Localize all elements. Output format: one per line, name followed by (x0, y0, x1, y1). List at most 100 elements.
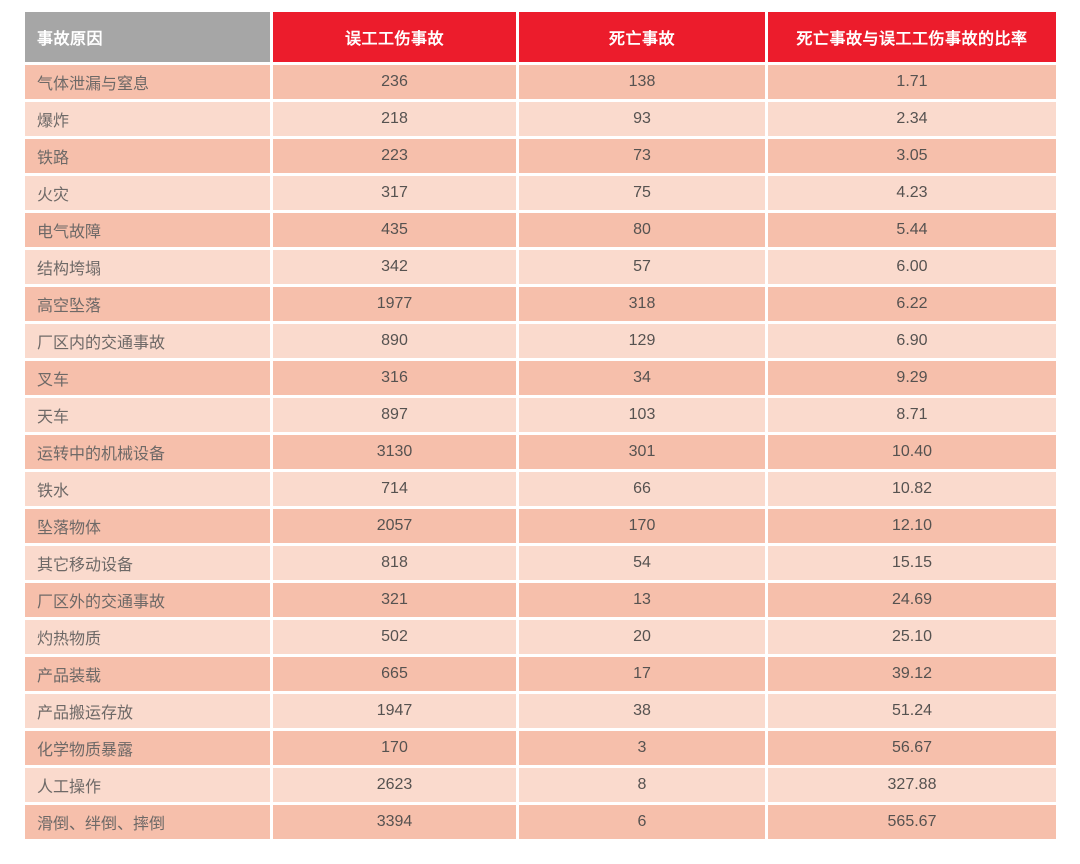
accident-cause-cell: 其它移动设备 (25, 546, 270, 580)
table-body: 气体泄漏与窒息 236 138 1.71 爆炸 218 93 2.34 铁路 223 73 3.05 火… (25, 65, 1056, 839)
accident-cause-cell: 坠落物体 (25, 509, 270, 543)
table-row: 结构垮塌 342 57 6.00 (25, 250, 1056, 284)
accident-cause-cell: 叉车 (25, 361, 270, 395)
table-row: 运转中的机械设备 3130 301 10.40 (25, 435, 1056, 469)
value-cell: 6.22 (768, 287, 1056, 321)
value-cell: 80 (519, 213, 765, 247)
table-container: 事故原因 误工工伤事故 死亡事故 死亡事故与误工工伤事故的比率 气体泄漏与窒息 2… (22, 9, 1059, 842)
value-cell: 10.40 (768, 435, 1056, 469)
value-cell: 218 (273, 102, 516, 136)
value-cell: 138 (519, 65, 765, 99)
table-row: 厂区外的交通事故 321 13 24.69 (25, 583, 1056, 617)
value-cell: 818 (273, 546, 516, 580)
value-cell: 25.10 (768, 620, 1056, 654)
value-cell: 8 (519, 768, 765, 802)
value-cell: 93 (519, 102, 765, 136)
value-cell: 10.82 (768, 472, 1056, 506)
value-cell: 54 (519, 546, 765, 580)
value-cell: 714 (273, 472, 516, 506)
table-header: 事故原因 误工工伤事故 死亡事故 死亡事故与误工工伤事故的比率 (25, 12, 1056, 62)
value-cell: 1977 (273, 287, 516, 321)
table-row: 化学物质暴露 170 3 56.67 (25, 731, 1056, 765)
accident-cause-cell: 结构垮塌 (25, 250, 270, 284)
table-row: 叉车 316 34 9.29 (25, 361, 1056, 395)
table-row: 铁水 714 66 10.82 (25, 472, 1056, 506)
accident-cause-cell: 人工操作 (25, 768, 270, 802)
accident-cause-cell: 产品搬运存放 (25, 694, 270, 728)
table-row: 坠落物体 2057 170 12.10 (25, 509, 1056, 543)
table-row: 爆炸 218 93 2.34 (25, 102, 1056, 136)
accident-cause-cell: 火灾 (25, 176, 270, 210)
value-cell: 665 (273, 657, 516, 691)
accident-cause-cell: 铁水 (25, 472, 270, 506)
value-cell: 890 (273, 324, 516, 358)
value-cell: 897 (273, 398, 516, 432)
accident-cause-cell: 灼热物质 (25, 620, 270, 654)
value-cell: 57 (519, 250, 765, 284)
table-row: 火灾 317 75 4.23 (25, 176, 1056, 210)
value-cell: 51.24 (768, 694, 1056, 728)
value-cell: 1947 (273, 694, 516, 728)
value-cell: 6.90 (768, 324, 1056, 358)
table-row: 高空坠落 1977 318 6.22 (25, 287, 1056, 321)
table-row: 其它移动设备 818 54 15.15 (25, 546, 1056, 580)
value-cell: 73 (519, 139, 765, 173)
column-header-fatal-to-lost-time-ratio: 死亡事故与误工工伤事故的比率 (768, 12, 1056, 62)
value-cell: 75 (519, 176, 765, 210)
value-cell: 6.00 (768, 250, 1056, 284)
accident-cause-cell: 天车 (25, 398, 270, 432)
table-row: 滑倒、绊倒、摔倒 3394 6 565.67 (25, 805, 1056, 839)
value-cell: 5.44 (768, 213, 1056, 247)
table-row: 天车 897 103 8.71 (25, 398, 1056, 432)
accident-cause-cell: 厂区外的交通事故 (25, 583, 270, 617)
table-row: 电气故障 435 80 5.44 (25, 213, 1056, 247)
column-header-lost-time-injuries: 误工工伤事故 (273, 12, 516, 62)
value-cell: 327.88 (768, 768, 1056, 802)
table-row: 产品搬运存放 1947 38 51.24 (25, 694, 1056, 728)
value-cell: 435 (273, 213, 516, 247)
accident-cause-cell: 滑倒、绊倒、摔倒 (25, 805, 270, 839)
value-cell: 236 (273, 65, 516, 99)
value-cell: 3.05 (768, 139, 1056, 173)
value-cell: 20 (519, 620, 765, 654)
table-row: 灼热物质 502 20 25.10 (25, 620, 1056, 654)
value-cell: 15.15 (768, 546, 1056, 580)
value-cell: 56.67 (768, 731, 1056, 765)
table-row: 人工操作 2623 8 327.88 (25, 768, 1056, 802)
value-cell: 24.69 (768, 583, 1056, 617)
value-cell: 3130 (273, 435, 516, 469)
value-cell: 170 (273, 731, 516, 765)
value-cell: 223 (273, 139, 516, 173)
table-row: 产品装载 665 17 39.12 (25, 657, 1056, 691)
header-row: 事故原因 误工工伤事故 死亡事故 死亡事故与误工工伤事故的比率 (25, 12, 1056, 62)
value-cell: 2057 (273, 509, 516, 543)
table-row: 铁路 223 73 3.05 (25, 139, 1056, 173)
value-cell: 6 (519, 805, 765, 839)
value-cell: 38 (519, 694, 765, 728)
accident-cause-cell: 高空坠落 (25, 287, 270, 321)
value-cell: 321 (273, 583, 516, 617)
value-cell: 4.23 (768, 176, 1056, 210)
accident-statistics-table: 事故原因 误工工伤事故 死亡事故 死亡事故与误工工伤事故的比率 气体泄漏与窒息 2… (22, 9, 1059, 842)
value-cell: 3394 (273, 805, 516, 839)
value-cell: 17 (519, 657, 765, 691)
value-cell: 9.29 (768, 361, 1056, 395)
accident-cause-cell: 厂区内的交通事故 (25, 324, 270, 358)
table-row: 气体泄漏与窒息 236 138 1.71 (25, 65, 1056, 99)
accident-cause-cell: 化学物质暴露 (25, 731, 270, 765)
value-cell: 301 (519, 435, 765, 469)
value-cell: 12.10 (768, 509, 1056, 543)
column-header-accident-cause: 事故原因 (25, 12, 270, 62)
value-cell: 13 (519, 583, 765, 617)
column-header-fatal-accidents: 死亡事故 (519, 12, 765, 62)
value-cell: 565.67 (768, 805, 1056, 839)
accident-cause-cell: 电气故障 (25, 213, 270, 247)
value-cell: 34 (519, 361, 765, 395)
value-cell: 318 (519, 287, 765, 321)
value-cell: 316 (273, 361, 516, 395)
value-cell: 342 (273, 250, 516, 284)
value-cell: 317 (273, 176, 516, 210)
value-cell: 3 (519, 731, 765, 765)
accident-cause-cell: 运转中的机械设备 (25, 435, 270, 469)
value-cell: 66 (519, 472, 765, 506)
